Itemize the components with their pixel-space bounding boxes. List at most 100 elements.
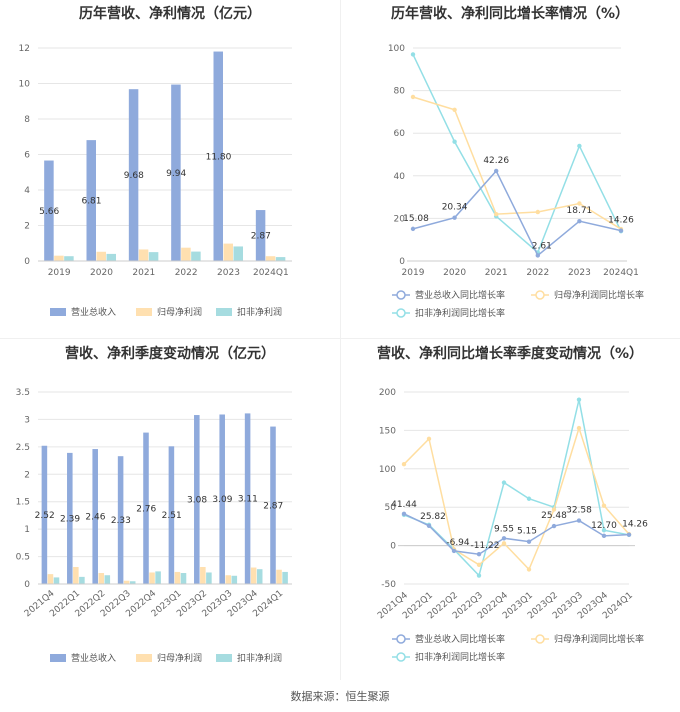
data-point	[501, 541, 507, 546]
data-point	[577, 143, 582, 149]
bar-revenue	[67, 452, 73, 584]
bar-value-label: 3.11	[238, 495, 258, 505]
bar-value-label: 5.66	[39, 207, 59, 217]
data-point	[410, 94, 416, 100]
y-tick-label: 2.5	[16, 443, 30, 453]
bar-value-label: 2.39	[60, 514, 80, 524]
y-tick-label: 50	[385, 503, 397, 513]
x-tick-label: 2023	[217, 268, 240, 278]
data-point	[626, 532, 632, 537]
bar-net-profit	[54, 255, 64, 261]
data-source-footer: 数据来源：恒生聚源	[290, 690, 390, 703]
legend-label: 营业总收入同比增长率	[415, 633, 505, 645]
y-tick-label: 1.5	[16, 498, 30, 508]
bar-net-profit	[96, 251, 106, 261]
legend-label: 扣非净利润	[237, 306, 282, 318]
data-point	[476, 562, 482, 567]
bar-net-profit	[149, 572, 155, 584]
y-tick-label: 80	[394, 87, 406, 97]
data-point	[452, 107, 457, 112]
data-point	[476, 573, 482, 578]
data-point	[535, 253, 540, 258]
legend-label: 营业总收入同比增长率	[415, 289, 505, 301]
data-label: 41.44	[391, 500, 417, 510]
data-label: 25.48	[541, 511, 567, 521]
y-tick-label: 150	[379, 426, 396, 436]
legend-swatch	[136, 654, 152, 662]
bar-value-label: 2.46	[85, 513, 105, 523]
annual-growth-line-chart: 历年营收、净利同比增长率情况（%） 0 20 40 60 80 100 2019 2020 202…	[340, 0, 680, 340]
legend-label: 扣非净利润同比增长率	[415, 307, 505, 319]
y-tick-label: 12	[19, 44, 30, 54]
legend-label: 归母净利润同比增长率	[554, 289, 644, 301]
data-label: 9.55	[494, 524, 514, 534]
data-point	[494, 211, 499, 217]
y-tick-label: 4	[24, 186, 30, 196]
data-point	[452, 215, 457, 220]
series-line-deducted-growth	[403, 399, 630, 578]
y-tick-label: 2	[24, 470, 30, 480]
data-point	[476, 552, 482, 557]
bar-net-profit	[250, 567, 257, 584]
data-label: 12.70	[591, 521, 617, 531]
data-label: 18.71	[567, 206, 593, 216]
bar-revenue	[128, 89, 139, 262]
bar-value-label: 2.51	[162, 511, 182, 521]
legend-label: 营业总收入	[71, 652, 116, 664]
data-point	[577, 218, 582, 224]
x-tick-label: 2023	[568, 268, 591, 278]
legend-marker	[535, 634, 545, 644]
data-point	[551, 523, 557, 529]
x-tick-label: 2024Q1	[603, 268, 639, 278]
series-line-revenue-growth	[412, 169, 622, 257]
legend-marker	[396, 308, 406, 318]
legend-label: 归母净利润	[157, 306, 202, 318]
data-label: -6.94	[446, 538, 470, 548]
data-point	[410, 52, 416, 57]
legend-swatch	[216, 308, 232, 316]
quarterly-revenue-profit-bar-chart: 营收、净利季度变动情况（亿元） 0 0.5 1 1.5 2 2.5 3 3.5 2.52 2021Q…	[0, 340, 340, 680]
bar-net-profit	[123, 580, 130, 584]
data-point	[526, 496, 532, 501]
bar-revenue	[213, 51, 223, 261]
y-tick-label: 2	[24, 222, 30, 232]
data-label: 32.58	[566, 506, 592, 516]
y-tick-label: 100	[379, 465, 396, 475]
annual-bar-svg: 历年营收、净利情况（亿元） 0 2 4 6 8 10 12 5.66 2019 6.81 2020 9.…	[19, 5, 292, 318]
data-point	[410, 226, 416, 232]
data-label: 2.61	[532, 241, 552, 251]
y-tick-label: 3.5	[16, 388, 30, 398]
bar-deducted-profit	[233, 246, 243, 261]
bar-revenue	[219, 414, 225, 584]
data-point	[451, 548, 457, 554]
bar-value-label: 9.68	[124, 171, 144, 181]
bar-net-profit	[98, 573, 105, 584]
quarterly-bar-svg: 营收、净利季度变动情况（亿元）00.511.522.533.52.522021Q…	[16, 345, 292, 664]
bar-value-label: 9.94	[166, 169, 186, 179]
y-tick-label: 3	[24, 415, 30, 425]
x-tick-label: 2019	[402, 268, 425, 278]
bar-net-profit	[276, 569, 282, 584]
legend-swatch	[50, 654, 66, 662]
series-line-revenue-growth	[403, 513, 630, 555]
legend-label: 归母净利润	[157, 652, 202, 664]
data-point	[601, 503, 607, 508]
bar-revenue	[86, 140, 96, 261]
legend-marker	[535, 290, 545, 300]
x-tick-label: 2021	[132, 268, 155, 278]
data-point	[601, 533, 607, 539]
legend-swatch	[136, 308, 152, 316]
data-point	[576, 518, 582, 523]
legend-label: 归母净利润同比增长率	[554, 633, 644, 645]
bar-deducted-profit	[64, 256, 74, 261]
data-label: 14.26	[608, 216, 634, 226]
chart-title: 历年营收、净利情况（亿元）	[79, 5, 261, 22]
y-tick-label: 6	[24, 151, 30, 161]
y-tick-label: 100	[388, 44, 405, 54]
bar-deducted-profit	[148, 252, 159, 261]
bar-deducted-profit	[231, 575, 238, 584]
quarterly-line-svg: 营收、净利同比增长率季度变动情况（%）-500501001502002021Q4…	[376, 345, 648, 663]
bar-revenue	[171, 84, 181, 261]
bar-revenue	[244, 413, 251, 584]
bar-deducted-profit	[191, 251, 201, 261]
